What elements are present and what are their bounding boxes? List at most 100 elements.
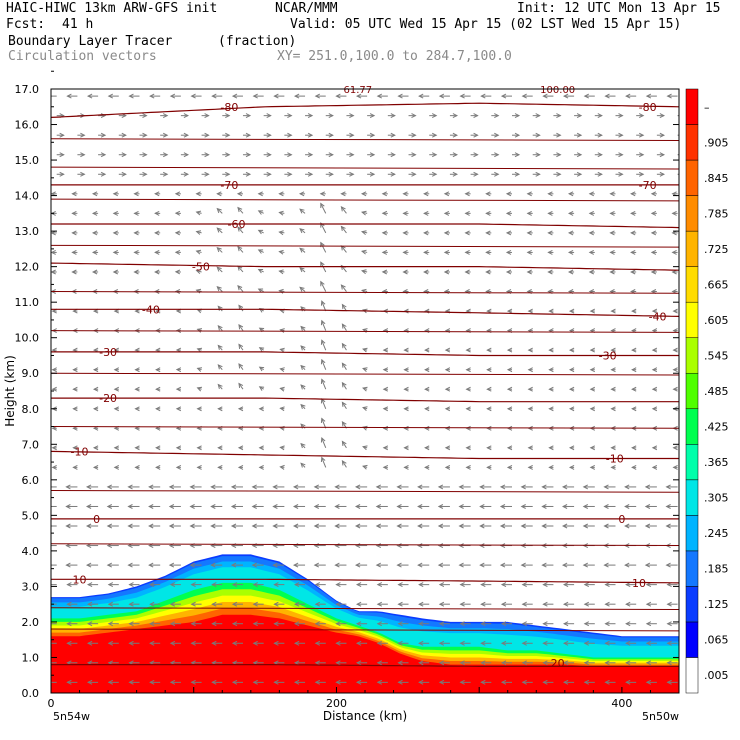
wind-vector-head [376,621,383,627]
wind-vector-head [631,445,637,451]
wind-vector-head [624,484,630,490]
wind-vector [321,457,327,468]
wind-vector-head [59,152,65,158]
colorbar-label: .725 [704,243,729,256]
wind-vector-head [65,562,71,568]
wind-vector-head [588,191,595,197]
wind-vector [321,379,327,390]
wind-vector-head [506,406,513,412]
wind-vector-head [237,226,243,232]
wind-vector-head [134,464,140,470]
contour-label: -30 [99,346,117,359]
wind-vector-head [438,93,445,99]
wind-vector-head [505,210,512,216]
wind-vector-head [320,319,326,326]
wind-vector-head [396,504,402,509]
wind-vector-head [216,191,222,197]
colorbar-label: – [704,101,710,114]
contour-label: -70 [220,179,238,192]
wind-vector-head [437,484,444,490]
wind-vector-head [505,230,512,236]
wind-vector-head [381,269,388,275]
wind-vector-head [556,171,562,177]
wind-vector-head [526,269,532,275]
wind-vector-head [238,304,244,310]
wind-vector-head [583,679,590,685]
wind-vector-head [190,679,196,685]
colorbar-label: .845 [704,172,729,185]
wind-vector-head [216,247,222,253]
wind-vector-head [217,445,223,451]
temperature-contour [51,628,679,632]
wind-vector-head [66,601,72,607]
wind-vector [342,363,347,370]
wind-vector-head [349,132,355,138]
wind-vector-head [548,406,554,412]
wind-vector-head [211,582,217,588]
wind-vector-head [168,562,175,568]
y-tick-label: 0.0 [22,687,40,700]
wind-vector-head [659,152,666,158]
wind-vector-head [59,171,65,177]
wind-vector-head [396,562,402,568]
wind-vector-head [80,152,86,158]
wind-vector-head [397,582,403,588]
wind-vector-head [189,523,195,529]
wind-vector-head [506,464,513,470]
wind-vector-head [225,113,231,119]
wind-vector-head [334,562,340,568]
wind-vector-head [444,367,451,373]
wind-vector-head [85,484,92,490]
wind-vector-head [486,386,492,392]
colorbar-swatch [685,550,699,587]
wind-vector-head [443,230,450,236]
wind-vector-head [438,601,445,607]
wind-vector-head [567,230,574,236]
organization: NCAR/MMM [275,1,338,16]
wind-vector-head [438,660,445,666]
wind-vector-head [443,210,450,216]
wind-vector-head [112,210,119,216]
wind-vector-head [362,347,368,353]
wind-vector-head [444,464,451,470]
wind-vector-head [520,484,526,490]
wind-vector-head [521,93,527,99]
wind-vector-head [625,93,631,99]
wind-vector-head [307,152,314,158]
wind-vector-head [376,679,383,685]
wind-vector-head [362,308,368,314]
wind-vector-head [47,680,51,684]
wind-vector-head [121,152,127,158]
wind-vector-head [154,210,160,216]
wind-vector-head [438,640,445,646]
wind-vector-head [527,347,533,353]
wind-vector-head [300,442,306,449]
wind-vector-head [645,679,652,685]
wind-vector-head [121,132,127,138]
wind-vector-head [252,582,258,588]
wind-vector-head [562,679,569,685]
wind-vector-head [382,445,389,451]
wind-vector-head [106,523,113,529]
wind-vector [237,207,244,214]
wind-vector-head [273,679,279,685]
wind-vector-head [681,153,685,157]
wind-vector-head [142,152,148,158]
wind-vector-head [638,132,645,138]
wind-vector-head [494,171,500,177]
wind-vector-head [258,366,265,372]
wind-vector-head [567,210,574,216]
wind-vector-head [335,640,341,646]
wind-vector-head [444,386,451,392]
wind-vector-head [300,384,306,390]
wind-vector-head [230,504,237,509]
wind-vector-head [71,191,77,197]
wind-vector-head [444,445,451,451]
wind-vector-head [589,367,596,373]
wind-vector-head [278,210,284,216]
wind-vector-head [459,640,465,646]
wind-vector-head [354,504,361,509]
wind-vector-head [80,132,86,138]
wind-vector-head [174,210,181,216]
wind-vector-head [362,386,368,392]
